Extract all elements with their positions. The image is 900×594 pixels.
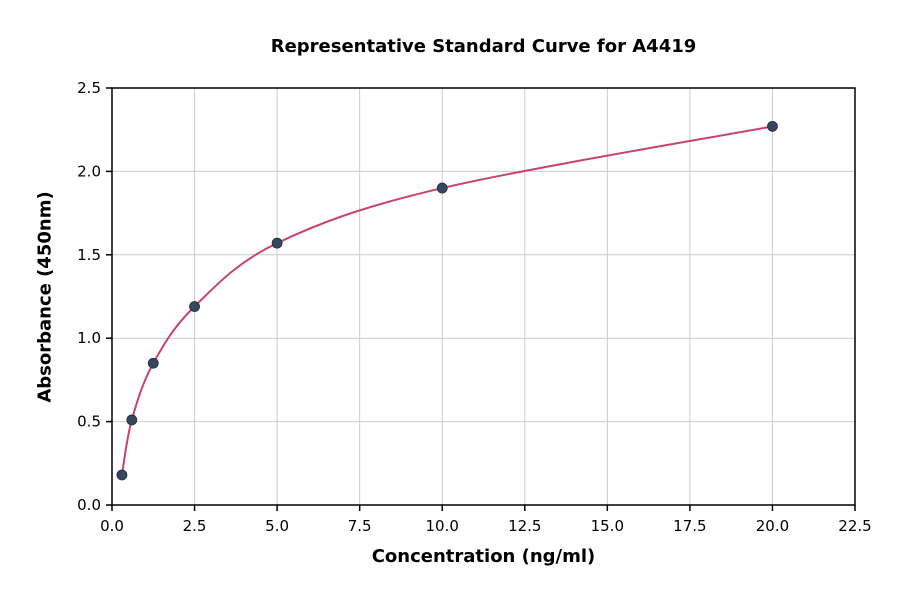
y-tick-label: 0.0 (77, 496, 101, 514)
y-tick-label: 2.0 (77, 162, 101, 180)
y-tick-label: 2.5 (77, 79, 101, 97)
x-tick-label: 15.0 (591, 517, 624, 535)
x-tick-label: 10.0 (426, 517, 459, 535)
y-axis-label: Absorbance (450nm) (34, 191, 56, 403)
y-tick-label: 1.5 (77, 246, 101, 264)
x-tick-label: 22.5 (838, 517, 871, 535)
data-point (767, 120, 778, 132)
x-tick-label: 5.0 (265, 517, 289, 535)
fit-curve (120, 125, 774, 476)
x-tick-label: 17.5 (673, 517, 706, 535)
data-point (189, 301, 200, 312)
data-point (147, 357, 159, 369)
data-point (271, 237, 283, 249)
y-tick-label: 0.5 (77, 413, 101, 431)
data-point (126, 414, 138, 426)
x-tick-label: 12.5 (508, 517, 541, 535)
x-tick-label: 7.5 (348, 517, 372, 535)
x-axis-label: Concentration (ng/ml) (371, 546, 596, 567)
axis-frame (111, 87, 856, 506)
y-tick-label: 1.0 (77, 329, 101, 347)
chart-title: Representative Standard Curve for A4419 (270, 36, 697, 57)
data-point (436, 182, 448, 194)
x-tick-label: 20.0 (756, 517, 789, 535)
x-tick-label: 0.0 (100, 517, 124, 535)
x-tick-label: 2.5 (183, 517, 207, 535)
data-point (116, 469, 128, 481)
